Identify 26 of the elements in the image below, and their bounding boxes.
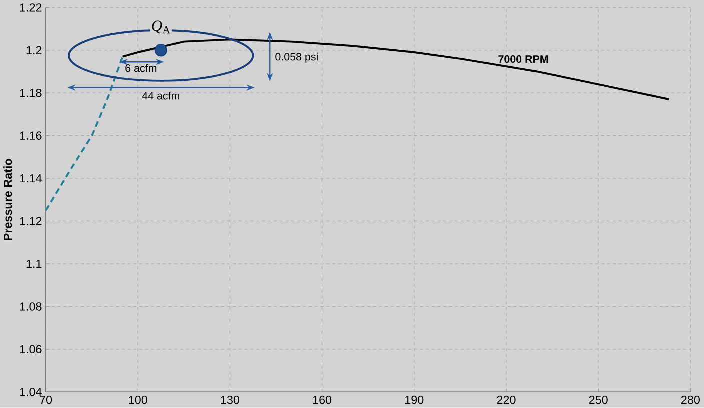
y-tick-label: 1.18 [20, 89, 42, 98]
y-tick-label: 1.2 [26, 46, 42, 55]
x-tick-label: 190 [406, 396, 424, 404]
x-tick-label: 220 [497, 396, 516, 404]
y-tick-label: 1.14 [20, 174, 42, 183]
annotation: Q$_{A}$ [152, 20, 170, 34]
y-tick-label: 1.08 [20, 302, 42, 311]
x-tick-label: 100 [129, 396, 148, 404]
x-tick-label: 130 [221, 396, 240, 404]
series-label: 7000 RPM [498, 56, 548, 64]
y-tick-label: 1.22 [20, 4, 42, 12]
y-tick-label: 1.1 [26, 260, 42, 268]
x-tick-label: 160 [313, 396, 332, 404]
y-tick-label: 1.06 [20, 345, 42, 354]
y-tick-label: 1.04 [20, 388, 42, 396]
x-tick-label: 250 [589, 396, 608, 404]
x-tick-label: 70 [40, 396, 52, 404]
y-tick-label: 1.16 [20, 132, 42, 140]
annotation: 44 acfm [142, 92, 180, 100]
line-series [122, 38, 670, 101]
line-series [45, 56, 124, 212]
annotation: 6 acfm [126, 64, 157, 72]
y-tick-label: 1.12 [20, 217, 42, 226]
x-tick-label: 280 [682, 396, 700, 404]
annotation: 0.058 psi [276, 52, 318, 63]
y-axis-title: Pressure Ratio [4, 159, 12, 240]
